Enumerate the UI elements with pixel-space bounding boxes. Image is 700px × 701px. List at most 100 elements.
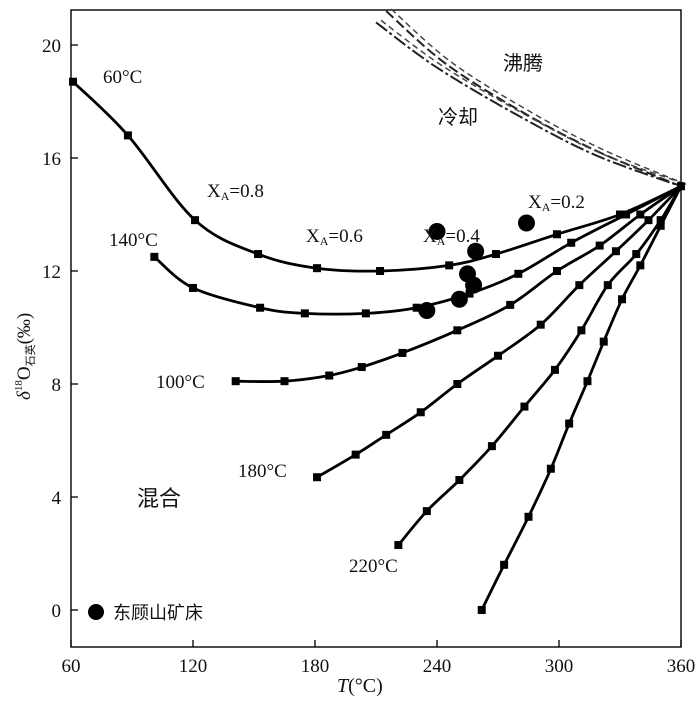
curve-marker (477, 606, 486, 614)
curve-label-180: 180°C (238, 461, 287, 482)
process-curve-cooling (375, 21, 682, 188)
curve-marker (550, 365, 559, 374)
curve-marker (313, 473, 322, 482)
curve-marker (150, 252, 159, 261)
y-tick-label: 16 (42, 149, 61, 170)
curve-marker (656, 221, 665, 230)
region-label-cooling: 冷却 (438, 105, 478, 129)
curve-marker (524, 512, 533, 521)
y-axis-title: δ18O石英(‰) (13, 313, 37, 400)
curve-marker (416, 408, 425, 417)
legend-label: 东顾山矿床 (113, 603, 203, 624)
curve-marker (546, 464, 555, 473)
curve-marker (394, 541, 403, 550)
xa-label-0.2: XA=0.2 (528, 192, 585, 214)
curve-marker (636, 210, 645, 219)
curve-marker (636, 261, 645, 270)
process-curve-band (390, 8, 687, 185)
x-tick-label: 60 (62, 656, 81, 677)
curve-marker (325, 371, 334, 380)
x-tick-label: 180 (301, 656, 330, 677)
deposit-point (465, 276, 483, 294)
curve-marker (191, 216, 200, 225)
process-curve-boiling (385, 10, 682, 188)
curve-marker (300, 309, 309, 318)
deposit-point (467, 242, 485, 260)
mixing-curves (69, 77, 685, 614)
deposit-point (418, 302, 436, 320)
region-label-mixing: 混合 (137, 487, 181, 512)
curve-marker (487, 442, 496, 451)
curve-marker (361, 309, 370, 318)
curve-marker (412, 303, 421, 312)
curve-marker (577, 326, 586, 335)
curve-marker (494, 351, 502, 360)
curve-marker (622, 210, 631, 219)
curve-marker (567, 238, 576, 247)
deposit-points (418, 214, 535, 320)
deposit-point (428, 222, 446, 240)
curve-marker (280, 377, 289, 386)
curve-marker (632, 250, 641, 259)
deposit-point (517, 214, 535, 232)
curve-marker (453, 380, 462, 388)
curve-marker (583, 377, 592, 386)
legend-marker (88, 604, 104, 620)
axes: 60 120 180 240 300 360 0 4 8 12 16 20 (42, 36, 695, 677)
curve-marker (357, 363, 366, 372)
curve-marker (382, 430, 391, 439)
curve-marker (656, 216, 665, 225)
curve-marker (254, 250, 263, 259)
curve-marker (565, 419, 574, 428)
xa-label-0.4: XA=0.4 (423, 226, 480, 248)
curve-marker (616, 210, 624, 219)
curve-marker (189, 283, 197, 292)
curve-marker (398, 348, 407, 357)
curve-marker (69, 77, 78, 86)
curve-marker (455, 476, 464, 485)
curve-marker (313, 264, 322, 273)
curve-marker (376, 267, 385, 275)
mixing-curve-60°C (72, 80, 682, 273)
curve-marker (491, 250, 500, 259)
xa-label-0.8: XA=0.8 (207, 181, 264, 203)
curve-marker (575, 281, 584, 290)
process-curve-band (380, 19, 687, 186)
curve-label-140: 140°C (109, 230, 158, 251)
curve-marker (603, 281, 612, 290)
curve-marker (552, 267, 561, 275)
curve-marker (520, 402, 529, 411)
plot-frame (70, 9, 682, 648)
curve-label-60: 60°C (103, 67, 142, 88)
x-tick-label: 300 (545, 656, 574, 677)
curve-marker (611, 247, 620, 256)
curve-marker (445, 261, 454, 270)
curve-marker (506, 300, 515, 309)
xa-label-0.6: XA=0.6 (306, 226, 363, 248)
curve-marker (422, 507, 431, 516)
x-axis-title: T(°C) (337, 675, 383, 697)
curve-label-100: 100°C (156, 372, 205, 393)
y-tick-label: 20 (42, 36, 61, 57)
curve-marker (500, 560, 509, 569)
curve-marker (231, 377, 240, 386)
convergence-marker (677, 182, 685, 191)
curve-marker (351, 450, 360, 459)
curve-marker (552, 230, 561, 239)
y-tick-label: 8 (52, 375, 62, 396)
y-tick-label: 12 (42, 262, 61, 283)
curve-marker (644, 216, 653, 225)
curve-label-220: 220°C (349, 556, 398, 577)
deposit-point (450, 290, 468, 308)
curve-marker (595, 241, 604, 250)
curve-marker (123, 131, 132, 140)
mixing-curve-180°C (316, 185, 683, 479)
curve-marker (465, 289, 474, 298)
curve-marker (618, 295, 627, 304)
curve-marker (536, 320, 545, 329)
x-tick-label: 360 (667, 656, 696, 677)
process-curves (375, 8, 687, 188)
y-tick-label: 0 (52, 601, 62, 622)
curve-marker (453, 326, 462, 335)
